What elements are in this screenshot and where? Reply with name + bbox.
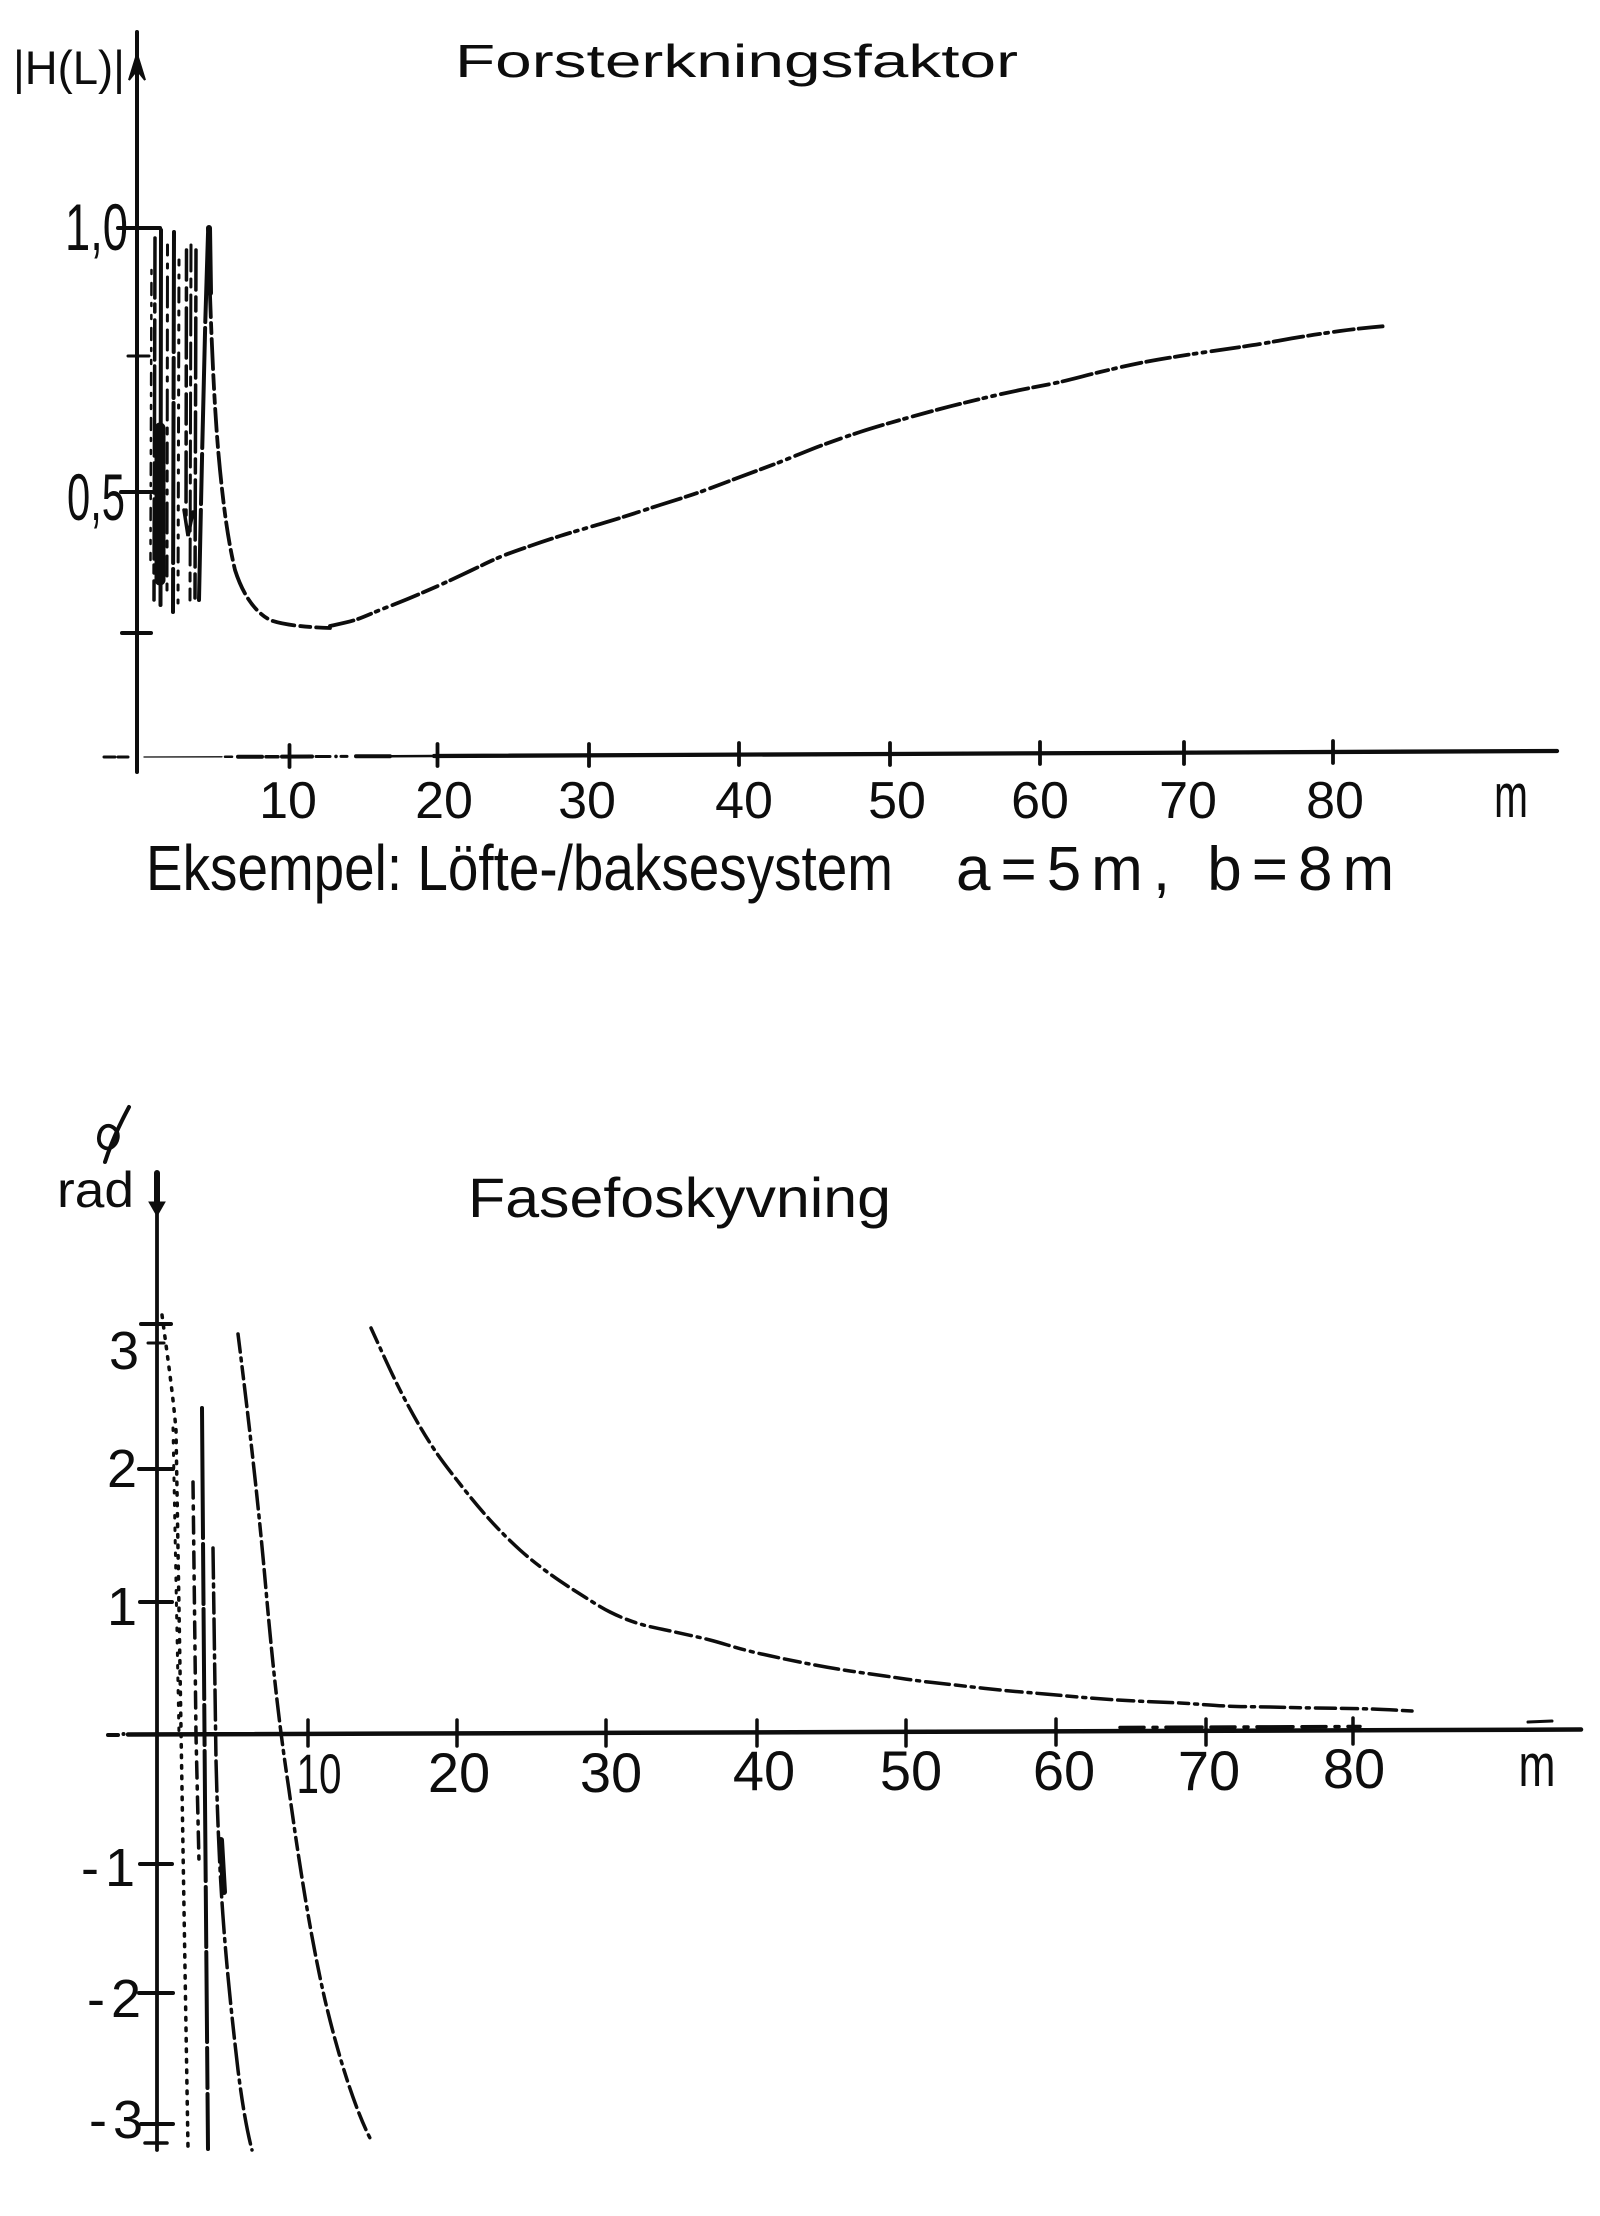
svg-text:70: 70 [1178, 1739, 1240, 1802]
svg-text:Eksempel: Löfte-/baksesystem: Eksempel: Löfte-/baksesystem [146, 832, 893, 904]
svg-text:10: 10 [259, 772, 317, 830]
svg-text:40: 40 [733, 1739, 795, 1802]
svg-text:50: 50 [880, 1739, 942, 1802]
svg-text:60: 60 [1033, 1739, 1095, 1802]
svg-text:40: 40 [715, 772, 773, 830]
svg-text:3: 3 [109, 1321, 139, 1381]
svg-text:Fasefoskyvning: Fasefoskyvning [468, 1166, 891, 1229]
svg-text:Forsterkningsfaktor: Forsterkningsfaktor [455, 35, 1018, 87]
svg-text:|H(L)|: |H(L)| [13, 41, 125, 94]
svg-text:2: 2 [107, 1439, 137, 1499]
svg-text:10: 10 [297, 1742, 342, 1805]
svg-text:rad: rad [57, 1162, 134, 1218]
svg-text:a=5m, b=8m: a=5m, b=8m [956, 835, 1404, 904]
svg-text:20: 20 [415, 772, 473, 830]
svg-text:-3: -3 [89, 2090, 149, 2150]
svg-text:1: 1 [107, 1577, 137, 1637]
svg-text:70: 70 [1159, 772, 1217, 830]
svg-text:-1: -1 [81, 1838, 141, 1898]
svg-text:30: 30 [558, 772, 616, 830]
svg-text:60: 60 [1011, 772, 1069, 830]
svg-text:80: 80 [1323, 1737, 1385, 1800]
svg-text:-2: -2 [87, 1969, 147, 2029]
svg-text:50: 50 [868, 772, 926, 830]
svg-text:1,0: 1,0 [65, 190, 128, 264]
svg-text:80: 80 [1306, 772, 1364, 830]
svg-text:m: m [1494, 762, 1528, 831]
svg-text:0,5: 0,5 [67, 460, 125, 534]
svg-text:30: 30 [580, 1741, 642, 1804]
svg-text:m: m [1519, 1732, 1556, 1799]
svg-text:20: 20 [428, 1741, 490, 1804]
